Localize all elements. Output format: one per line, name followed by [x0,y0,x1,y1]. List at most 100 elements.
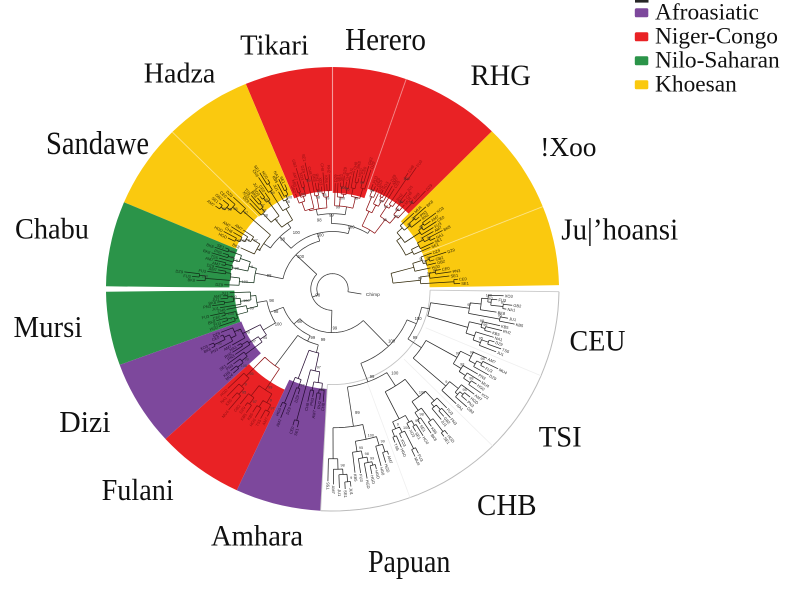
svg-text:DZ9: DZ9 [389,173,397,183]
svg-text:JU1: JU1 [221,290,229,295]
svg-text:FU3: FU3 [358,474,364,483]
svg-text:FU3: FU3 [201,313,210,320]
svg-text:DZ9: DZ9 [488,373,498,381]
svg-text:DZ9: DZ9 [495,340,504,347]
svg-text:HGD: HGD [374,470,381,480]
svg-text:FU3: FU3 [417,453,425,463]
svg-text:PN3: PN3 [449,417,458,427]
svg-text:SE1: SE1 [293,427,300,436]
svg-text:JU1: JU1 [337,489,342,497]
svg-text:AM7: AM7 [331,486,336,495]
svg-text:99: 99 [217,342,221,346]
svg-text:9: 9 [270,398,272,402]
svg-text:Fulani: Fulani [102,474,174,507]
svg-text:TS5: TS5 [501,347,510,354]
svg-text:99: 99 [250,306,254,310]
svg-text:CE0: CE0 [441,265,450,271]
svg-text:PN3: PN3 [477,373,487,382]
svg-text:SE1: SE1 [461,281,470,286]
svg-text:KB5: KB5 [324,175,329,184]
svg-text:DZ9: DZ9 [238,405,247,415]
svg-text:KB5: KB5 [492,330,501,337]
svg-text:RH2: RH2 [326,165,331,174]
svg-text:CHB: CHB [477,488,537,522]
svg-text:CH8: CH8 [344,172,350,181]
svg-text:100: 100 [297,254,305,259]
svg-text:CE0: CE0 [374,176,382,186]
svg-text:KB5: KB5 [239,412,248,422]
svg-text:Ju|’hoansi: Ju|’hoansi [561,213,678,247]
svg-text:DZ9: DZ9 [376,178,384,188]
svg-text:100: 100 [299,192,305,196]
svg-text:98: 98 [315,293,320,298]
svg-text:CE0: CE0 [436,214,446,223]
svg-text:100: 100 [340,186,346,190]
svg-text:XO3: XO3 [318,177,324,186]
svg-text:NA1: NA1 [219,395,229,405]
svg-text:99: 99 [370,189,374,193]
svg-text:AM7: AM7 [205,255,215,262]
svg-text:AM7: AM7 [391,176,400,186]
svg-text:95: 95 [242,391,246,395]
svg-text:9: 9 [230,317,232,321]
svg-text:FU3: FU3 [415,158,424,168]
svg-text:97: 97 [423,259,427,263]
svg-text:99: 99 [456,352,460,356]
svg-text:CH8: CH8 [407,163,416,173]
svg-text:!Xoo: !Xoo [540,132,596,162]
svg-text:SE1: SE1 [419,424,428,434]
svg-text:SE1: SE1 [450,273,459,279]
svg-text:95: 95 [228,207,232,211]
svg-text:9: 9 [421,237,423,241]
svg-text:HGD: HGD [446,434,455,444]
svg-text:AM7: AM7 [292,172,300,182]
svg-text:95: 95 [249,372,253,376]
svg-text:97: 97 [254,239,258,243]
svg-text:HGD: HGD [219,388,229,398]
svg-text:99: 99 [333,326,338,331]
svg-text:Sandawe: Sandawe [46,125,149,161]
svg-text:TS5: TS5 [393,443,401,452]
svg-text:KB5: KB5 [515,322,524,329]
svg-text:AM7: AM7 [223,343,233,352]
svg-text:PN3: PN3 [466,399,476,408]
svg-text:Herero: Herero [345,22,426,58]
svg-text:100: 100 [202,274,208,278]
svg-text:XO3: XO3 [480,392,490,401]
svg-text:100: 100 [241,364,247,368]
svg-text:9: 9 [350,476,352,480]
svg-text:97: 97 [317,366,321,370]
svg-text:HGD: HGD [370,475,377,485]
svg-text:98: 98 [420,413,424,417]
svg-text:DZ9: DZ9 [242,195,251,204]
svg-text:Afroasiatic: Afroasiatic [655,0,759,26]
svg-text:CE0: CE0 [212,314,222,321]
svg-text:97: 97 [300,383,304,387]
svg-text:SE1: SE1 [336,173,341,182]
svg-text:HGD: HGD [214,225,224,234]
svg-text:JU1: JU1 [496,350,505,358]
svg-text:DZ9: DZ9 [342,166,348,175]
svg-text:98: 98 [317,190,321,194]
svg-text:PN3: PN3 [225,362,235,371]
svg-text:CH8: CH8 [320,402,326,411]
svg-text:100: 100 [486,293,492,297]
svg-text:Chabu: Chabu [15,213,89,246]
svg-text:98: 98 [354,196,358,200]
svg-text:BK8: BK8 [206,242,216,250]
svg-text:FU3: FU3 [446,407,455,416]
svg-text:Niger-Congo: Niger-Congo [655,24,778,50]
svg-text:95: 95 [345,187,349,191]
svg-text:99: 99 [242,239,246,243]
svg-text:CE0: CE0 [211,334,221,342]
svg-text:RH2: RH2 [316,400,322,409]
svg-text:97: 97 [433,268,437,272]
svg-text:CH8: CH8 [404,190,413,200]
svg-text:AM7: AM7 [433,224,443,233]
svg-text:MU4: MU4 [221,409,231,419]
svg-text:HGD: HGD [400,448,408,458]
svg-text:SE1: SE1 [253,164,262,174]
svg-text:95: 95 [498,313,502,317]
svg-text:99: 99 [230,250,234,254]
svg-text:97: 97 [360,181,364,185]
